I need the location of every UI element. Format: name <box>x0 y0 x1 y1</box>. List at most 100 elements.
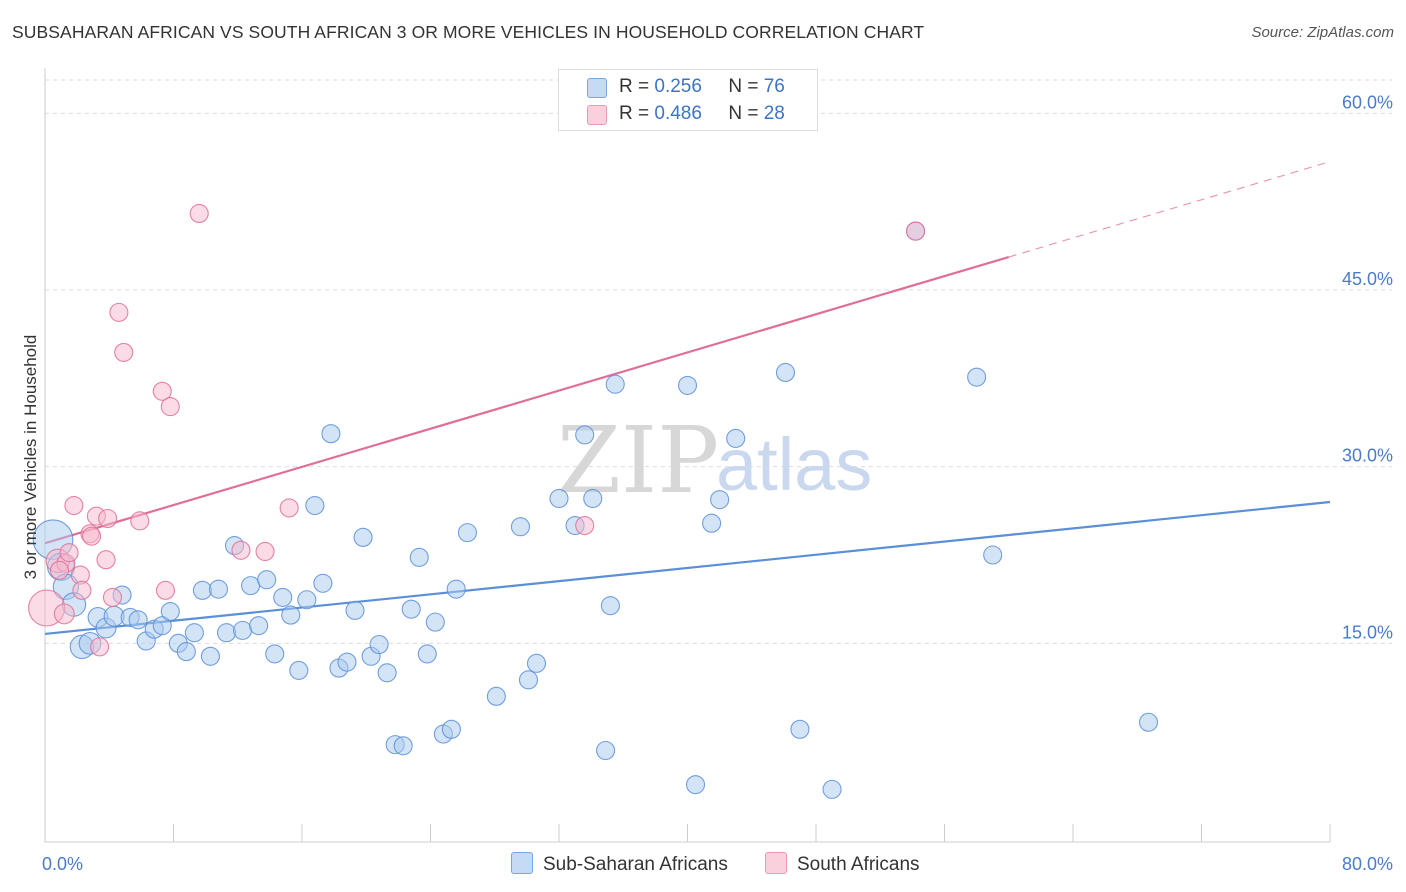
data-point-southafrican <box>82 526 102 546</box>
legend-swatch-blue <box>587 78 607 98</box>
data-point-subsaharan <box>241 576 261 596</box>
legend-r-label: R = <box>619 76 650 97</box>
data-point-subsaharan <box>822 779 842 799</box>
y-tick-label: 60.0% <box>1342 92 1393 112</box>
data-point-subsaharan <box>596 740 616 761</box>
data-point-subsaharan <box>305 495 325 516</box>
data-point-subsaharan <box>549 488 569 509</box>
data-point-southafrican <box>279 498 299 518</box>
data-point-southafrican <box>53 603 75 625</box>
data-point-subsaharan <box>184 623 204 643</box>
data-point-subsaharan <box>345 600 365 620</box>
data-point-southafrican <box>49 560 70 580</box>
legend-swatch-pink <box>587 105 607 125</box>
data-point-subsaharan <box>369 634 389 655</box>
data-point-southafrican <box>152 381 172 401</box>
data-point-subsaharan <box>677 375 698 395</box>
gridlines <box>45 79 1392 644</box>
data-point-southafrican <box>906 221 926 241</box>
data-point-subsaharan <box>790 719 810 739</box>
bottom-legend-swatch-blue <box>511 852 533 874</box>
data-point-subsaharan <box>446 579 466 599</box>
data-point-subsaharan <box>337 652 357 672</box>
data-point-subsaharan <box>526 653 547 673</box>
legend-r-value: 0.256 <box>654 76 702 97</box>
data-point-subsaharan <box>176 642 196 662</box>
legend-n-label: N = <box>728 103 759 124</box>
bottom-legend-label: Sub-Saharan Africans <box>543 854 728 875</box>
legend-text-subsaharan: R = 0.256 N = 76 <box>619 76 785 98</box>
data-point-subsaharan <box>575 425 595 445</box>
data-point-southafrican <box>130 511 150 531</box>
y-tick-label: 30.0% <box>1342 446 1393 466</box>
data-point-subsaharan <box>583 488 603 509</box>
data-point-subsaharan <box>425 612 445 632</box>
data-point-subsaharan <box>249 616 269 636</box>
legend-n-label: N = <box>728 76 759 97</box>
data-points <box>28 203 1159 799</box>
data-point-southafrican <box>109 302 129 322</box>
legend-r-value: 0.486 <box>654 103 702 124</box>
data-point-subsaharan <box>233 620 253 640</box>
data-point-subsaharan <box>128 610 148 630</box>
trend-line-extension-1 <box>1008 161 1331 258</box>
data-point-subsaharan <box>353 527 373 547</box>
data-point-southafrican <box>90 637 110 657</box>
chart-title: SUBSAHARAN AFRICAN VS SOUTH AFRICAN 3 OR… <box>12 22 925 42</box>
data-point-subsaharan <box>685 775 706 795</box>
data-point-southafrican <box>72 580 92 600</box>
axes <box>44 68 1331 843</box>
data-point-subsaharan <box>273 587 293 607</box>
data-point-subsaharan <box>281 605 301 625</box>
data-point-subsaharan <box>518 670 539 690</box>
data-point-southafrican <box>114 342 134 362</box>
legend-text-southafrican: R = 0.486 N = 28 <box>619 103 785 125</box>
data-point-southafrican <box>231 540 251 560</box>
data-point-subsaharan <box>313 573 333 593</box>
stats-legend: R = 0.256 N = 76 R = 0.486 N = 28 <box>558 69 818 131</box>
data-point-southafrican <box>155 580 176 600</box>
data-point-subsaharan <box>726 428 746 448</box>
legend-n-value: 28 <box>763 103 785 124</box>
data-point-southafrican <box>255 541 275 562</box>
data-point-subsaharan <box>401 599 421 619</box>
data-point-subsaharan <box>486 686 506 706</box>
watermark-zip: ZIP <box>557 407 719 514</box>
trend-line-1 <box>44 255 1010 545</box>
data-point-subsaharan <box>702 513 722 533</box>
bottom-legend-swatch-pink <box>765 852 787 874</box>
source-label: Source: ZipAtlas.com <box>1251 24 1394 41</box>
y-tick-label: 15.0% <box>1342 622 1393 642</box>
data-point-southafrican <box>96 550 116 570</box>
x-tick-labels: 0.0% 80.0% <box>42 854 1393 874</box>
data-point-subsaharan <box>983 545 1003 565</box>
trend-lines <box>44 161 1331 636</box>
data-point-southafrican <box>160 397 180 417</box>
data-point-subsaharan <box>600 596 620 616</box>
bottom-legend-label: South Africans <box>797 854 920 875</box>
x-tick-label: 0.0% <box>42 854 83 874</box>
data-point-subsaharan <box>321 424 341 444</box>
data-point-subsaharan <box>710 490 730 510</box>
data-point-subsaharan <box>160 601 180 622</box>
data-point-subsaharan <box>409 547 429 567</box>
data-point-subsaharan <box>265 644 285 664</box>
data-point-subsaharan <box>208 579 229 599</box>
trend-line-0 <box>44 500 1331 636</box>
bottom-legend-southafrican: South Africans <box>765 852 920 876</box>
legend-n-value: 76 <box>763 76 785 97</box>
data-point-subsaharan <box>257 570 277 590</box>
data-point-subsaharan <box>510 517 531 537</box>
data-point-southafrican <box>98 508 118 529</box>
data-point-subsaharan <box>297 590 317 610</box>
legend-r-label: R = <box>619 103 650 124</box>
data-point-subsaharan <box>417 644 437 664</box>
y-tick-labels: 15.0% 30.0% 45.0% 60.0% <box>1342 92 1393 642</box>
y-tick-label: 45.0% <box>1342 269 1393 289</box>
data-point-subsaharan <box>393 736 413 756</box>
data-point-subsaharan <box>192 580 212 600</box>
data-point-southafrican <box>59 543 79 563</box>
data-point-subsaharan <box>967 367 987 387</box>
y-axis-label: 3 or more Vehicles in Household <box>21 335 40 580</box>
